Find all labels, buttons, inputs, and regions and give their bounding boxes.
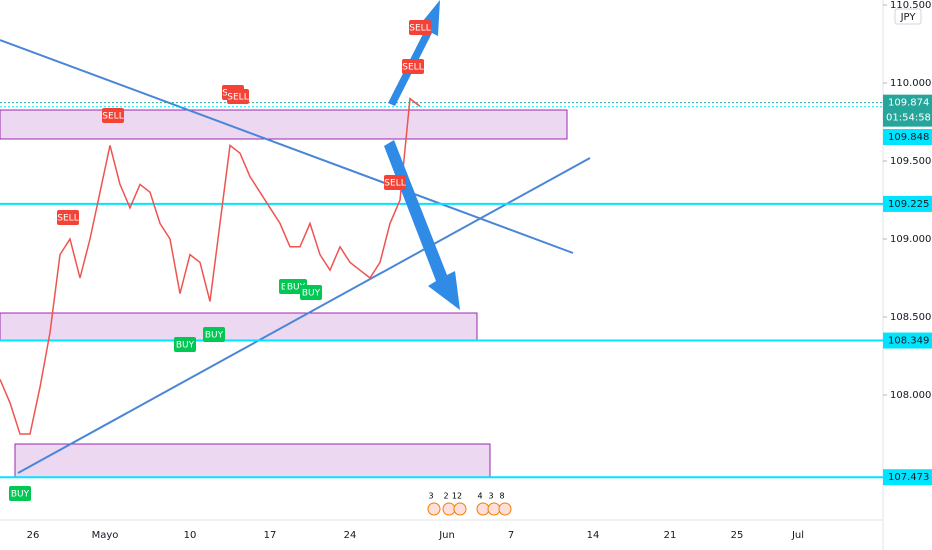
date-label: Mayo [92,530,119,541]
event-icon [453,502,467,516]
level-tag [883,195,932,212]
level-tag-label: 107.473 [888,472,929,483]
event-icon [487,502,501,516]
level-tag-label: 108.349 [888,336,929,347]
event-icon [476,502,490,516]
level-tag [883,129,932,145]
date-label: 7 [508,530,514,541]
event-count: 8 [499,492,504,501]
date-label: 14 [587,530,600,541]
signal-badge [174,337,196,352]
signal-badge [9,486,31,501]
event-count: 4 [477,492,482,501]
signal-label: SELL [227,93,248,103]
date-label: 26 [27,530,40,541]
trend-line [0,39,574,254]
date-label: 21 [664,530,677,541]
signal-label: SELL [102,112,123,122]
date-label: 17 [264,530,277,541]
last-price-tag [883,94,932,127]
level-tag [883,332,932,349]
levels [0,102,883,479]
signal-badge [227,89,249,104]
level-tag-label: 109.848 [888,132,929,143]
signal-label: SELL [409,24,430,34]
axes: 110.500 110.000 109.500 109.000 108.500 108.0… [27,0,932,541]
currency-box [894,8,922,25]
signal-badge [102,108,124,123]
signal-badge [57,210,79,225]
signal-label: BUY [302,289,321,299]
signal-badge [203,327,225,342]
last-price-label: 109.874 [888,98,929,109]
event-count: 3 [428,492,433,501]
event-count: 2 [443,492,448,501]
date-label: Jun [438,530,455,541]
signal-badge [409,20,431,35]
price-series [0,97,421,435]
zone [0,312,478,341]
price-tick-label: 110.000 [890,78,931,89]
signal-label: SELL [402,63,423,73]
price-tick-label: 108.500 [890,312,931,323]
signal-badge [384,175,406,190]
zone [0,109,568,140]
signals: SELLSELLSELLSELLSELLSELLSELLBUYBUYBUYBUY… [9,20,512,516]
signal-label: SELL [57,214,78,224]
signal-label: BUY [176,341,195,351]
price-tick-label: 109.000 [890,234,931,245]
signal-badge [300,285,322,300]
level-tag [883,469,932,486]
date-label: 25 [731,530,744,541]
signal-label: SELL [384,179,405,189]
event-icon [498,502,512,516]
price-line [0,97,421,435]
date-label: 24 [344,530,357,541]
date-label: Jul [791,530,804,541]
event-count: 3 [488,492,493,501]
signal-label: BUY [287,283,306,293]
price-tick-label: 110.500 [890,0,931,11]
date-label: 10 [184,530,197,541]
countdown: 01:54:58 [886,113,931,124]
zone [14,443,491,478]
trend-line [17,157,591,474]
signal-badge [402,59,424,74]
price-tick-label: 109.500 [890,156,931,167]
signal-label: BUY [11,490,30,500]
level-tag-label: 109.225 [888,199,929,210]
signal-label: BUY [205,331,224,341]
price-tick-label: 108.000 [890,390,931,401]
event-icon [442,502,456,516]
currency: JPY [900,12,917,23]
event-icon [427,502,441,516]
event-count: 12 [452,492,462,501]
